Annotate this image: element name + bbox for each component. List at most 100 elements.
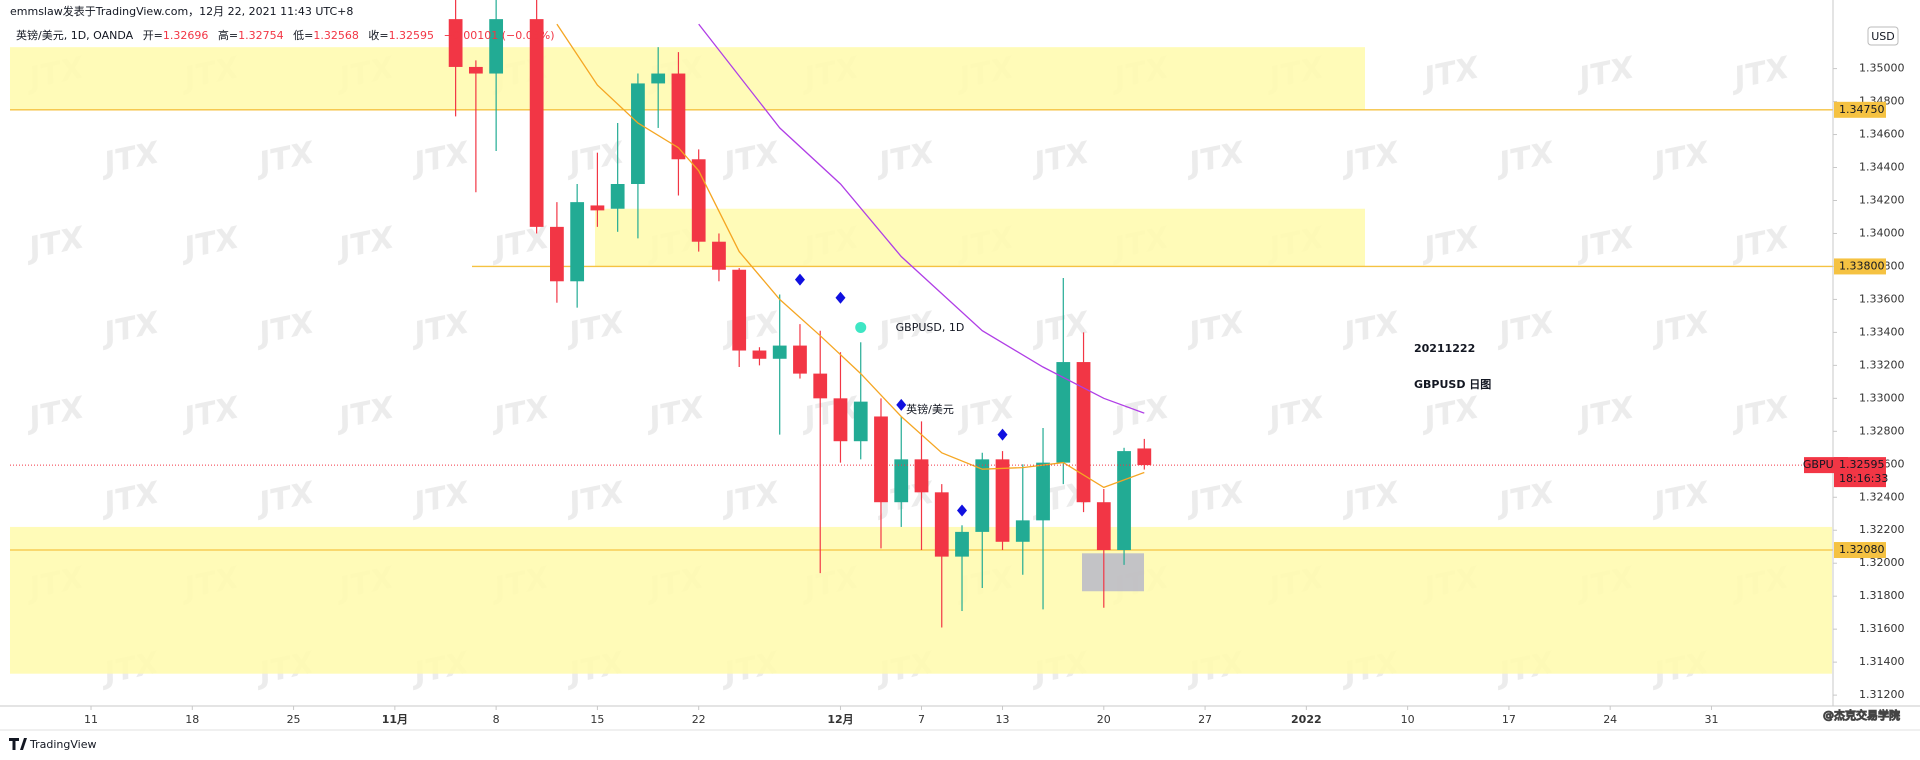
y-tick-label: 1.33000 — [1859, 391, 1905, 404]
x-tick-label: 17 — [1502, 713, 1516, 726]
y-tick-label: 1.31400 — [1859, 655, 1905, 668]
y-tick-label: 1.33600 — [1859, 292, 1905, 305]
candle-body — [975, 459, 990, 532]
signal-diamond — [957, 504, 968, 517]
y-tick-label: 1.31800 — [1859, 589, 1905, 602]
credit: @杰克交易学院 — [1823, 708, 1900, 722]
legend-high: 1.32754 — [238, 29, 284, 42]
price-tag-label: 1.32595 — [1839, 458, 1885, 471]
x-tick-label: 20 — [1097, 713, 1111, 726]
candle-body — [448, 19, 463, 67]
candle-body — [529, 19, 544, 227]
candle-body — [1096, 502, 1111, 551]
candle-body — [671, 73, 686, 160]
candle-body — [995, 459, 1010, 542]
candle-body — [934, 492, 949, 557]
level-tag — [1834, 101, 1886, 118]
moving-average — [556, 23, 1145, 489]
signal-diamond — [794, 273, 805, 286]
candle-body — [489, 19, 504, 74]
candle-body — [955, 531, 969, 557]
candle-body — [651, 73, 666, 84]
candle-body — [1117, 451, 1131, 551]
highlight-box — [1082, 553, 1144, 592]
candle-body — [894, 459, 909, 503]
candle-body — [610, 184, 625, 209]
level-tag — [1834, 542, 1886, 559]
candle-body — [833, 398, 848, 442]
candle-body — [874, 416, 888, 503]
y-tick-label: 1.34600 — [1859, 128, 1905, 141]
x-tick-label: 8 — [493, 713, 500, 726]
candle-body — [590, 205, 605, 211]
legend-change: −0.00101 (−0.08%) — [444, 29, 555, 42]
x-tick-label: 25 — [287, 713, 301, 726]
level-tag — [1834, 258, 1886, 275]
legend-close: 1.32595 — [389, 29, 435, 42]
candle-body — [1015, 520, 1030, 542]
x-tick-label: 13 — [996, 713, 1010, 726]
legend-open: 1.32696 — [163, 29, 209, 42]
plot-layer: 20211222 GBPUSD 日图 — [10, 0, 1833, 628]
signal-diamond — [835, 291, 846, 304]
y-tick-label: 1.33200 — [1859, 358, 1905, 371]
moving-average — [698, 23, 1145, 414]
x-tick-label: 11 — [84, 713, 98, 726]
y-tick-label: 1.34400 — [1859, 161, 1905, 174]
logo-icon — [9, 738, 27, 750]
y-tick-label: 1.31600 — [1859, 622, 1905, 635]
y-tick-label: 1.33400 — [1859, 325, 1905, 338]
y-tick-label: 1.31200 — [1859, 688, 1905, 701]
x-tick-label: 27 — [1198, 713, 1212, 726]
candle-body — [752, 350, 767, 359]
legend-low: 1.32568 — [313, 29, 359, 42]
currency-button[interactable] — [1867, 26, 1899, 46]
x-tick-label: 2022 — [1291, 713, 1322, 726]
candle-body — [712, 241, 726, 270]
candle-body — [468, 66, 483, 74]
signal-dot — [855, 321, 867, 333]
ohlc-legend: 英镑/美元, 1D, OANDA 开=1.32696 高=1.32754 低=1… — [16, 28, 555, 42]
symbol-watermark: GBPUSD, 1D — [896, 321, 965, 334]
candle-body — [772, 345, 787, 359]
level-tag-label: 1.32080 — [1839, 543, 1885, 556]
candle-body — [732, 269, 747, 351]
candle-body — [550, 226, 564, 282]
currency-button-label[interactable]: USD — [1871, 30, 1895, 43]
brand: TradingView — [29, 738, 96, 751]
candle-body — [691, 159, 706, 242]
zone — [595, 208, 1365, 267]
y-tick-label: 1.34200 — [1859, 193, 1905, 206]
level-tag-label: 1.33800 — [1839, 259, 1885, 272]
x-tick-label: 11月 — [382, 713, 408, 726]
x-tick-label: 10 — [1401, 713, 1415, 726]
legend-high-label: 高= — [218, 28, 238, 42]
price-tag — [1834, 457, 1886, 488]
candle-body — [914, 459, 929, 493]
signal-diamond — [997, 428, 1008, 441]
tradingview-logo: TradingView — [9, 738, 96, 751]
candle-body — [1036, 462, 1050, 521]
y-tick-label: 1.34000 — [1859, 226, 1905, 239]
legend-low-label: 低= — [293, 29, 313, 42]
legend-open-label: 开= — [143, 29, 163, 42]
symbol-watermark-sub: 英镑/美元 — [906, 402, 954, 416]
candle-body — [570, 202, 585, 282]
y-tick-label: 1.32400 — [1859, 490, 1905, 503]
candle-body — [813, 373, 828, 399]
x-tick-label: 24 — [1603, 713, 1617, 726]
candle-body — [793, 345, 807, 374]
x-tick-label: 31 — [1704, 713, 1718, 726]
level-tag-label: 1.34750 — [1839, 103, 1885, 116]
y-tick-label: 1.35000 — [1859, 62, 1905, 75]
annotation: GBPUSD 日图 — [1414, 378, 1491, 391]
candle-body — [1056, 362, 1071, 463]
legend-symbol: 英镑/美元, 1D, OANDA — [16, 28, 134, 42]
candle-body — [631, 83, 645, 185]
x-tick-label: 18 — [185, 713, 199, 726]
zone — [10, 526, 1832, 674]
legend-close-label: 收= — [368, 28, 388, 42]
